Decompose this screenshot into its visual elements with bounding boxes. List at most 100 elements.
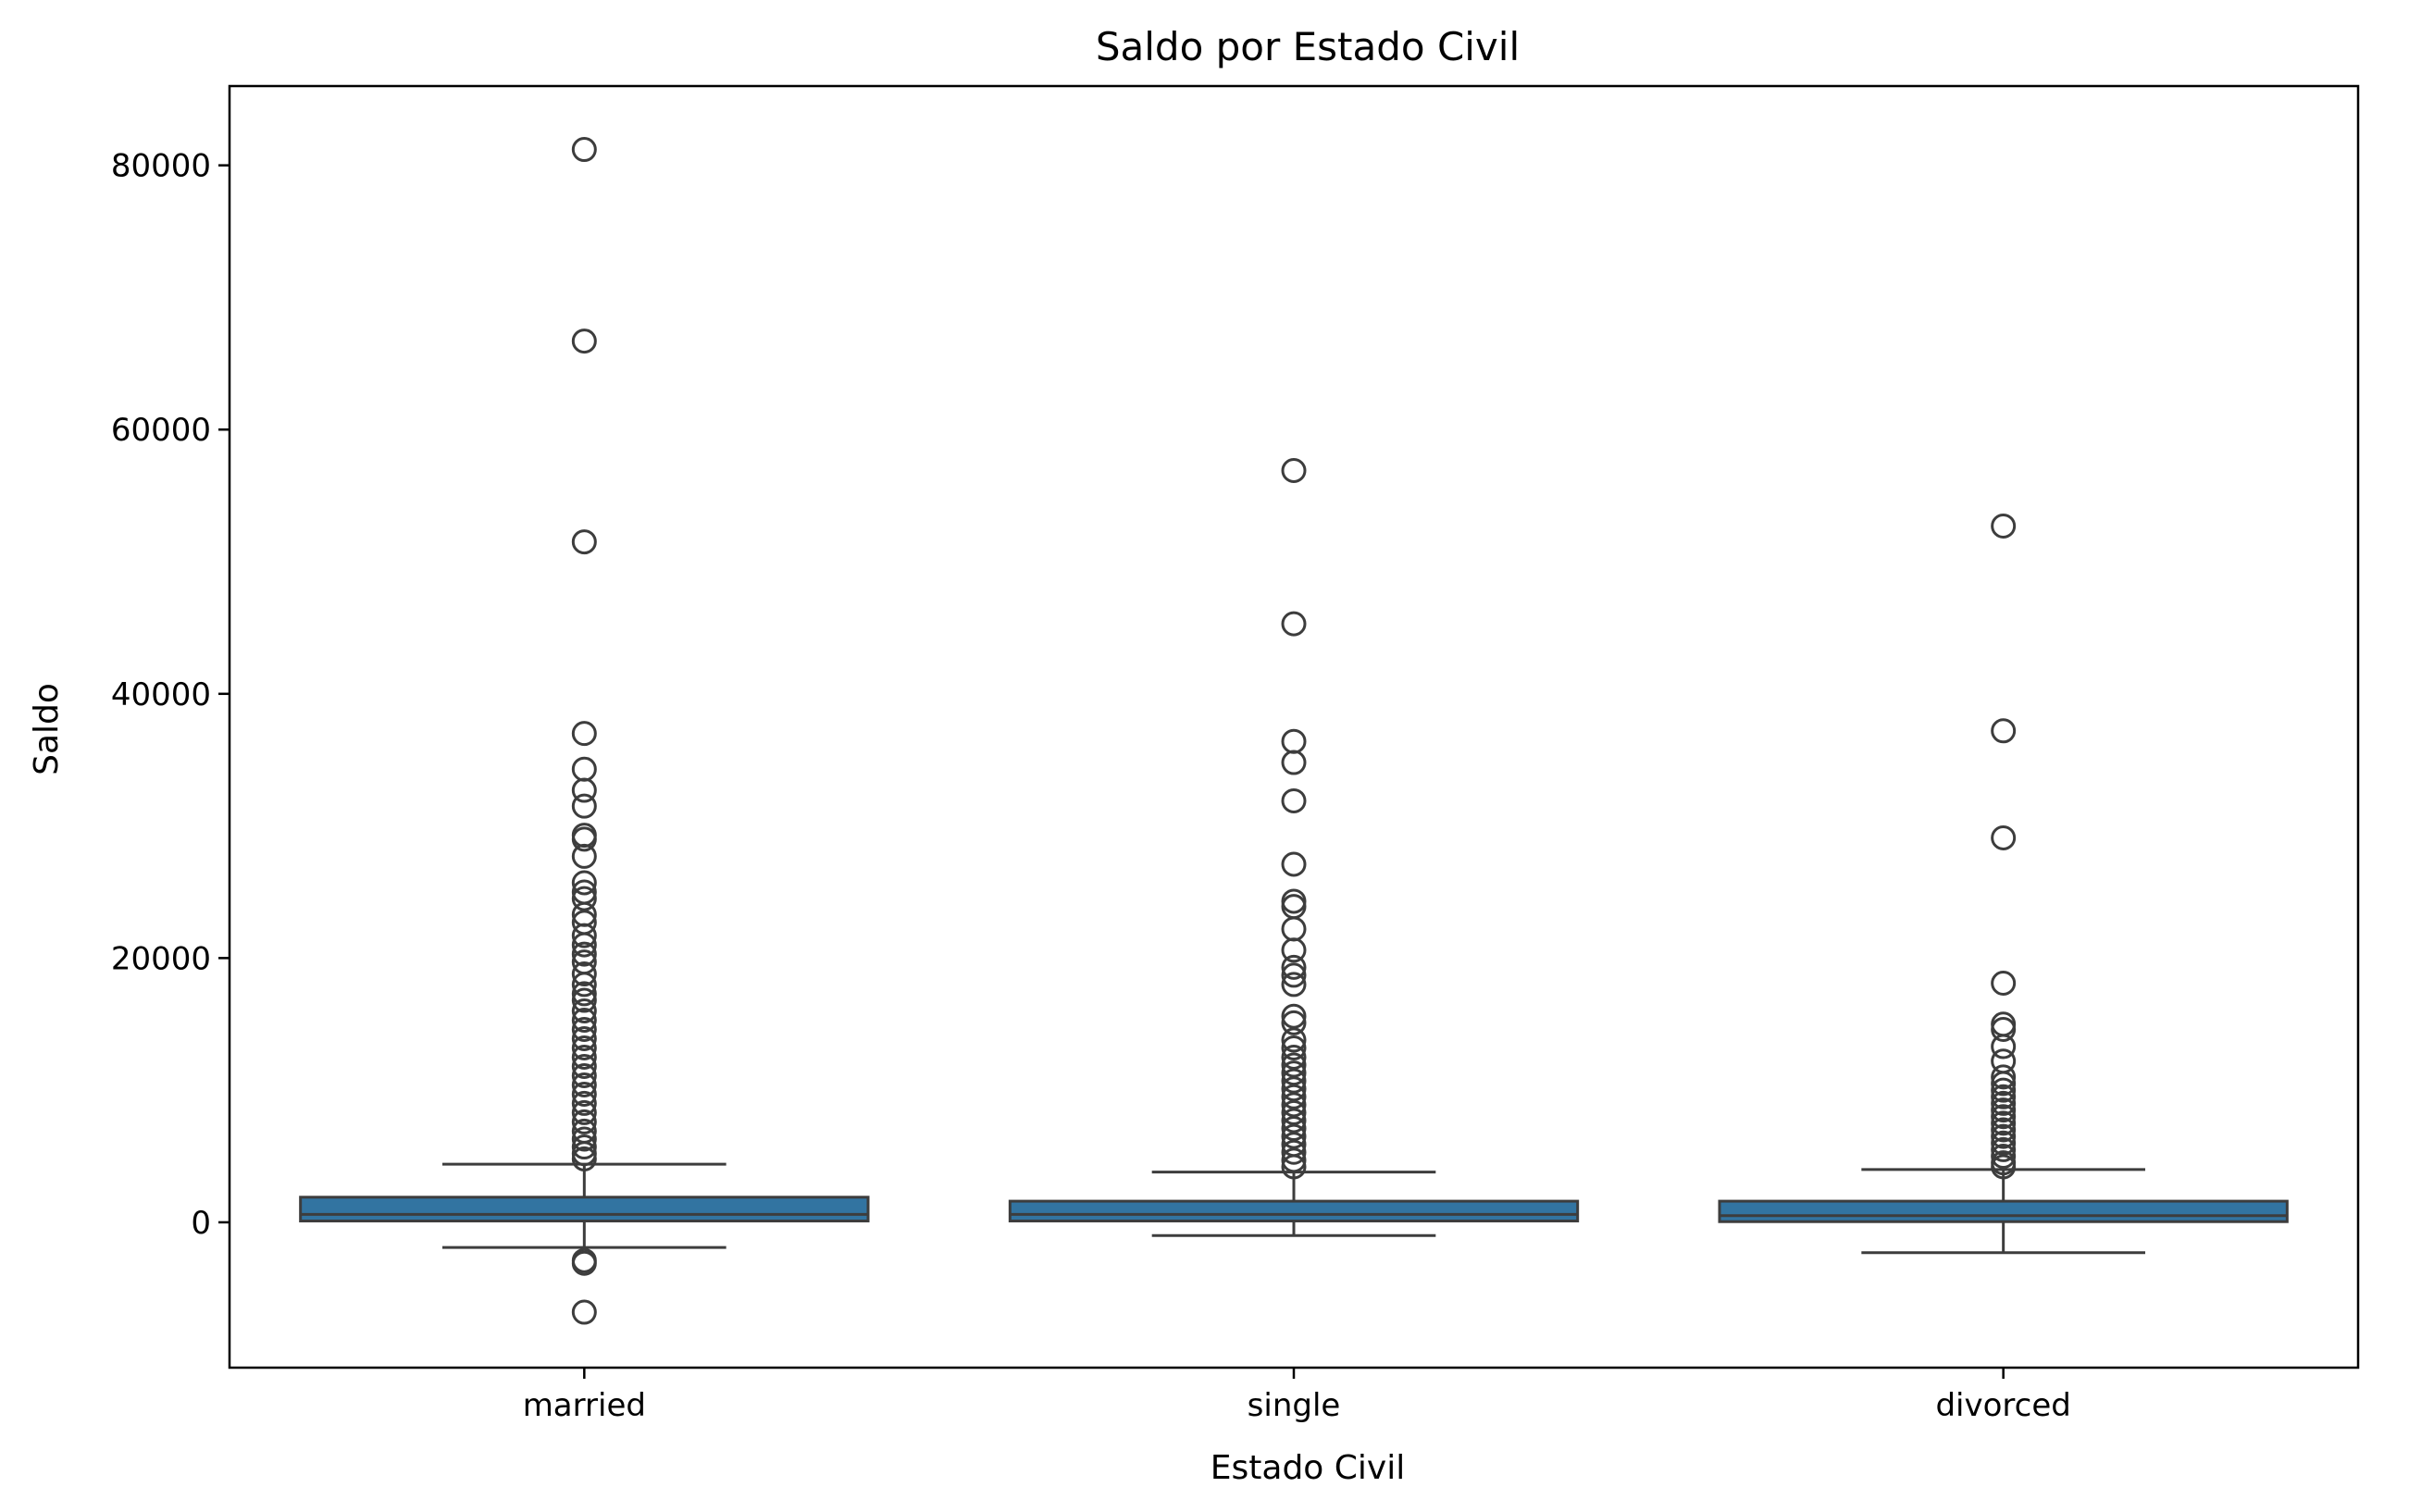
outlier-point — [1991, 1034, 2017, 1060]
outlier-point — [571, 1044, 597, 1070]
box-married — [299, 137, 870, 1325]
outlier-point — [1281, 750, 1307, 775]
outlier-point — [571, 1053, 597, 1079]
outlier-point — [1991, 1123, 2017, 1149]
outlier-point — [1281, 1052, 1307, 1078]
outlier-point — [1281, 1068, 1307, 1094]
outlier-point — [1281, 1060, 1307, 1086]
outlier-point — [1991, 1016, 2017, 1042]
outlier-point — [571, 721, 597, 747]
outlier-point — [1991, 1136, 2017, 1162]
y-tick-label: 40000 — [111, 676, 211, 713]
outlier-point — [1991, 971, 2017, 996]
outlier-point — [1991, 1071, 2017, 1097]
outlier-point — [1281, 458, 1307, 483]
outlier-point — [1281, 1139, 1307, 1165]
outlier-point — [1991, 1077, 2017, 1103]
outlier-point — [1281, 1010, 1307, 1035]
outlier-point — [571, 1081, 597, 1107]
outlier-point — [571, 981, 597, 1007]
outlier-point — [1281, 972, 1307, 998]
outlier-point — [571, 328, 597, 354]
outlier-point — [1281, 1147, 1307, 1173]
y-tick-label: 20000 — [111, 940, 211, 977]
y-tick-label: 60000 — [111, 412, 211, 449]
outlier-point — [571, 529, 597, 555]
outlier-point — [571, 961, 597, 987]
outlier-point — [1281, 787, 1307, 813]
iqr-box — [1718, 1199, 2289, 1223]
y-tick-label: 0 — [191, 1205, 211, 1242]
outlier-point — [571, 1099, 597, 1125]
outlier-point — [1991, 1104, 2017, 1130]
iqr-box — [299, 1196, 870, 1223]
outlier-point — [571, 941, 597, 967]
x-tick-label-single: single — [1248, 1387, 1341, 1424]
outlier-point — [571, 1146, 597, 1171]
outlier-point — [1281, 1092, 1307, 1118]
outlier-point — [1281, 1123, 1307, 1149]
outlier-point — [1281, 1027, 1307, 1053]
outlier-point — [1991, 1130, 2017, 1156]
box-single — [1008, 458, 1580, 1237]
plot-area — [299, 137, 2289, 1325]
outlier-point — [1991, 1144, 2017, 1170]
outlier-point — [571, 998, 597, 1023]
outlier-point — [571, 870, 597, 896]
outlier-point — [1991, 1117, 2017, 1143]
outlier-point — [571, 1016, 597, 1042]
outlier-point — [571, 1250, 597, 1276]
outlier-point — [571, 1134, 597, 1160]
outlier-point — [571, 1062, 597, 1088]
outlier-point — [571, 1090, 597, 1116]
outlier-point — [571, 972, 597, 998]
outlier-point — [571, 932, 597, 958]
outlier-point — [1281, 851, 1307, 877]
outlier-point — [1991, 1110, 2017, 1136]
iqr-box — [1008, 1199, 1580, 1223]
box-divorced — [1718, 513, 2289, 1255]
outlier-point — [571, 1126, 597, 1152]
outlier-point — [1991, 1097, 2017, 1123]
outlier-point — [571, 1299, 597, 1325]
outlier-point — [1281, 1044, 1307, 1070]
outlier-point — [1991, 1064, 2017, 1090]
x-tick-label-married: married — [523, 1387, 646, 1424]
outlier-point — [1281, 1076, 1307, 1102]
outlier-point — [1991, 1090, 2017, 1116]
outlier-point — [571, 777, 597, 803]
y-axis-label: Saldo — [28, 683, 66, 775]
outlier-point — [571, 1109, 597, 1134]
outlier-point — [1991, 1154, 2017, 1180]
outlier-point — [571, 137, 597, 163]
x-tick-label-divorced: divorced — [1935, 1387, 2070, 1424]
x-axis-label: Estado Civil — [1211, 1449, 1405, 1487]
outlier-point — [571, 826, 597, 852]
outlier-point — [571, 886, 597, 911]
y-axis: 0 20000 40000 60000 80000 — [111, 148, 230, 1242]
outlier-point — [571, 843, 597, 869]
outlier-point — [1281, 1084, 1307, 1109]
outlier-point — [1281, 1116, 1307, 1142]
outlier-point — [1991, 513, 2017, 539]
outlier-point — [571, 923, 597, 948]
outlier-point — [1281, 1099, 1307, 1125]
outlier-point — [571, 1035, 597, 1060]
outlier-point — [571, 1025, 597, 1051]
x-axis: married single divorced — [523, 1368, 2071, 1424]
outlier-point — [1281, 1108, 1307, 1134]
outlier-point — [1281, 954, 1307, 980]
outlier-point — [1281, 1003, 1307, 1029]
outlier-point — [571, 987, 597, 1013]
outlier-point — [1281, 1035, 1307, 1060]
outlier-point — [1281, 937, 1307, 963]
outlier-point — [1991, 718, 2017, 744]
outlier-point — [1281, 1154, 1307, 1180]
outlier-point — [571, 793, 597, 819]
outlier-point — [571, 1072, 597, 1097]
y-tick-label: 80000 — [111, 148, 211, 185]
outlier-point — [1991, 824, 2017, 850]
chart-title: Saldo por Estado Civil — [1096, 24, 1520, 69]
